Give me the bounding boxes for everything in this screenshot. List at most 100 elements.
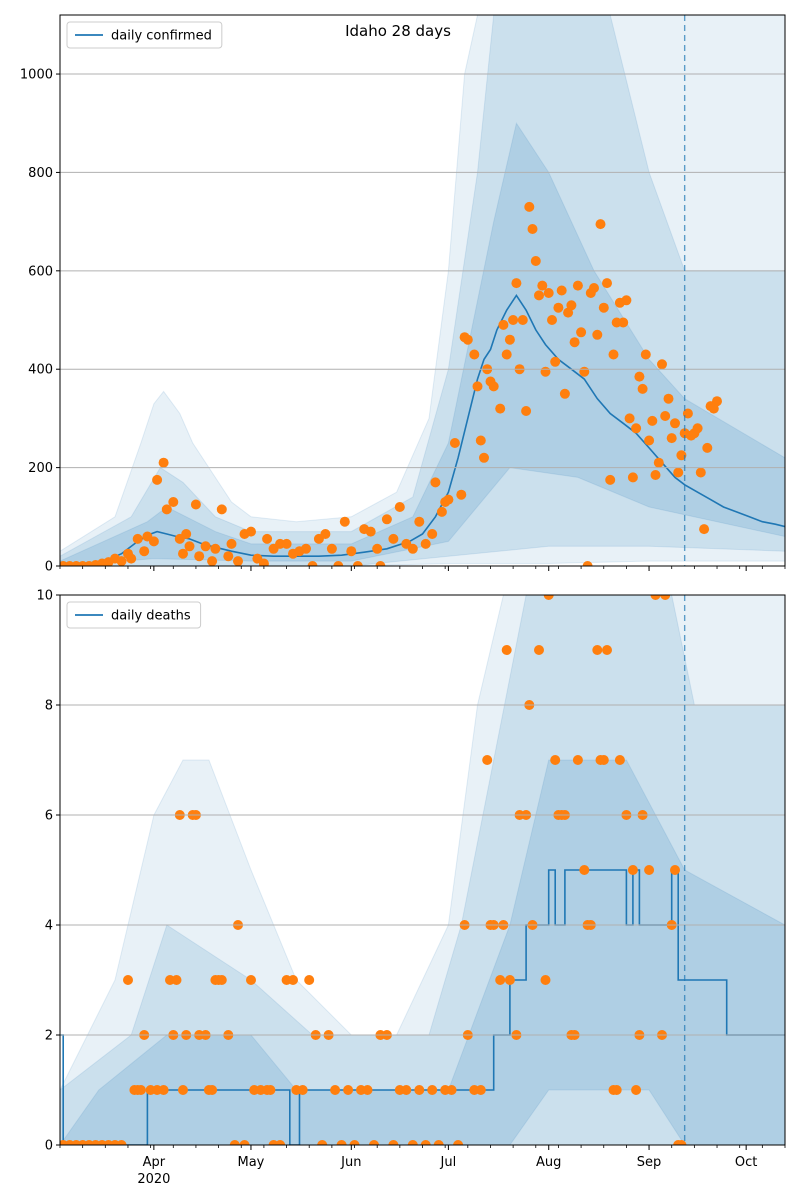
observed-point	[369, 1140, 379, 1145]
observed-point	[449, 438, 460, 448]
observed-point	[627, 865, 638, 875]
observed-point	[420, 1140, 431, 1145]
observed-point	[598, 302, 609, 313]
observed-point	[634, 371, 645, 382]
x-tick-label: Jul	[440, 1155, 457, 1170]
observed-point	[333, 561, 344, 566]
observed-point	[414, 516, 425, 527]
observed-point	[660, 411, 671, 421]
observed-point	[472, 381, 483, 392]
observed-point	[229, 1140, 240, 1145]
observed-point	[148, 536, 159, 547]
observed-point	[152, 474, 163, 485]
observed-point	[504, 334, 515, 345]
observed-point	[401, 1085, 412, 1095]
observed-point	[576, 327, 587, 338]
observed-point	[676, 450, 687, 461]
observed-point	[139, 546, 150, 557]
observed-point	[326, 543, 337, 554]
y-tick-label: 0	[45, 560, 53, 575]
observed-point	[446, 1085, 457, 1095]
observed-point	[511, 278, 522, 289]
x-tick-sublabel: 2020	[137, 1172, 170, 1187]
confirmed-legend: daily confirmed	[66, 21, 223, 49]
observed-point	[352, 561, 363, 566]
observed-point	[611, 1085, 622, 1095]
observed-point	[592, 329, 603, 340]
observed-point	[184, 541, 195, 552]
observed-point	[676, 1140, 687, 1145]
observed-point	[501, 349, 512, 360]
observed-point	[670, 865, 680, 875]
observed-point	[657, 359, 667, 370]
observed-point	[699, 524, 710, 535]
observed-point	[246, 526, 256, 537]
observed-point	[608, 349, 619, 360]
observed-point	[543, 288, 554, 298]
observed-point	[566, 300, 577, 311]
observed-point	[207, 556, 218, 566]
observed-point	[407, 543, 418, 554]
observed-point	[116, 556, 127, 566]
observed-point	[631, 423, 642, 434]
observed-point	[475, 435, 486, 446]
observed-point	[579, 366, 590, 377]
observed-point	[135, 1085, 146, 1095]
observed-point	[181, 529, 192, 539]
observed-point	[517, 315, 528, 325]
observed-point	[631, 1085, 642, 1095]
deaths-plot-marks	[60, 595, 785, 1145]
confirmed-plot-marks	[60, 15, 785, 566]
observed-point	[116, 1140, 127, 1145]
observed-point	[637, 383, 648, 394]
legend-label: daily deaths	[111, 609, 191, 624]
observed-point	[521, 406, 532, 416]
observed-point	[475, 1085, 486, 1095]
observed-point	[346, 546, 357, 557]
observed-point	[443, 494, 454, 505]
observed-point	[543, 595, 554, 600]
observed-point	[550, 356, 561, 367]
y-tick-label: 800	[28, 166, 53, 181]
observed-point	[178, 1085, 188, 1095]
x-tick-label: Sep	[637, 1155, 662, 1170]
observed-point	[498, 319, 509, 330]
observed-point	[527, 224, 538, 234]
observed-point	[559, 388, 570, 399]
x-tick-label: Aug	[536, 1155, 561, 1170]
observed-point	[595, 219, 606, 230]
observed-point	[550, 755, 561, 765]
observed-point	[436, 506, 447, 517]
observed-point	[246, 975, 256, 985]
observed-point	[194, 551, 205, 562]
observed-point	[258, 558, 269, 566]
observed-point	[275, 1140, 286, 1145]
legend-box	[66, 601, 202, 629]
observed-point	[592, 645, 603, 655]
observed-point	[216, 504, 227, 515]
observed-point	[702, 442, 713, 453]
observed-point	[572, 280, 583, 291]
observed-point	[265, 1085, 276, 1095]
observed-point	[673, 467, 684, 478]
observed-point	[178, 548, 188, 559]
observed-point	[158, 1085, 169, 1095]
observed-point	[495, 975, 506, 985]
observed-point	[132, 533, 143, 544]
observed-point	[262, 533, 273, 544]
observed-point	[501, 645, 512, 655]
observed-point	[394, 502, 405, 512]
observed-point	[469, 349, 480, 360]
observed-point	[534, 645, 544, 655]
observed-point	[692, 423, 703, 434]
band-inner	[60, 121, 785, 566]
x-tick-label: Oct	[735, 1155, 757, 1170]
observed-point	[343, 1085, 354, 1095]
observed-point	[307, 561, 318, 566]
observed-point	[168, 497, 179, 507]
y-tick-label: 2	[45, 1029, 53, 1044]
observed-point	[479, 452, 489, 463]
observed-point	[320, 529, 331, 539]
observed-point	[537, 280, 548, 291]
